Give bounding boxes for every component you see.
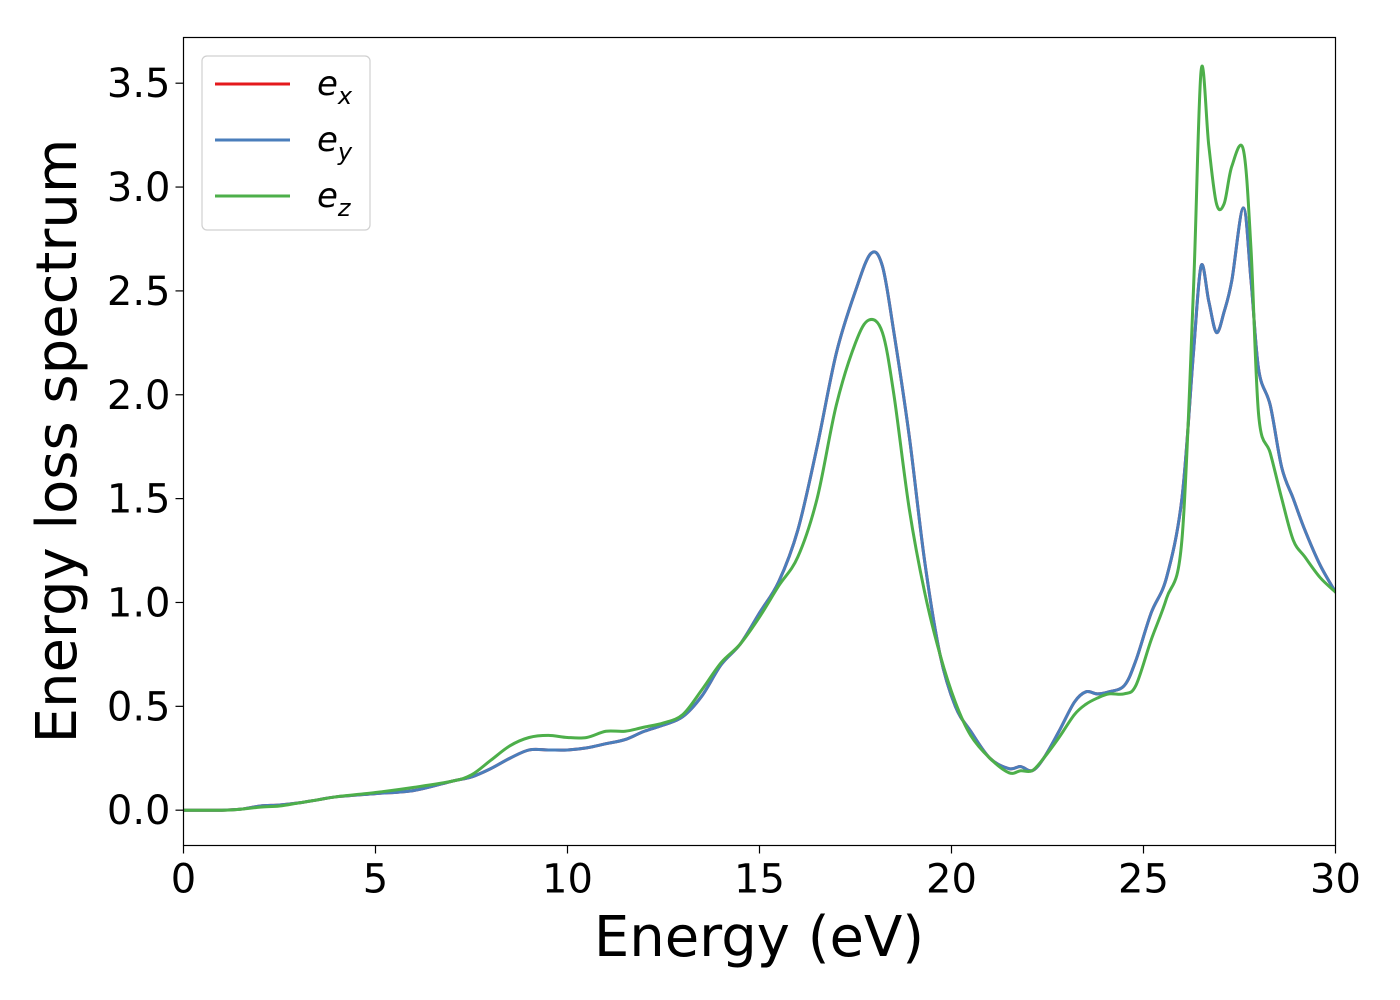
y-tick-label: 0.0 [107,788,171,834]
x-axis-title: Energy (eV) [594,905,924,970]
y-tick-label: 1.5 [107,477,171,523]
legend-label-e-z: ez [317,176,352,222]
y-axis: 0.0 0.5 1.0 1.5 2.0 2.5 3.0 3.5 [107,61,184,834]
y-tick-label: 1.0 [107,580,171,626]
x-tick-label: 30 [1310,857,1361,903]
x-tick-label: 15 [734,857,785,903]
plot-lines [183,64,1336,812]
legend-label-e-x: ex [317,64,353,110]
y-axis-title: Energy loss spectrum [25,139,90,744]
x-tick-label: 20 [926,857,977,903]
x-axis: 0 5 10 15 20 25 30 [171,845,1361,903]
y-tick-label: 3.5 [107,61,171,107]
x-tick-label: 5 [363,857,388,903]
y-tick-label: 2.5 [107,269,171,315]
y-tick-label: 0.5 [107,684,171,730]
legend: ex ey ez [201,55,371,231]
x-tick-label: 10 [542,857,593,903]
x-tick-label: 25 [1118,857,1169,903]
y-tick-label: 3.0 [107,165,171,211]
legend-label-e-y: ey [317,120,353,166]
series-line-e-z [183,64,1336,812]
series-line-e-y [183,206,1336,812]
y-tick-label: 2.0 [107,373,171,419]
x-tick-label: 0 [171,857,196,903]
legend-box [201,55,371,231]
